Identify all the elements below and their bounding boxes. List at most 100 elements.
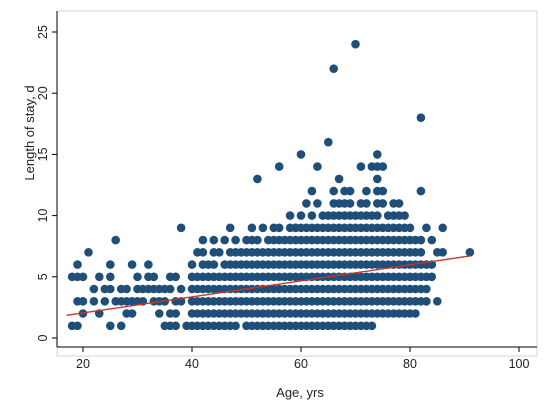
data-point <box>165 309 175 318</box>
y-tick-label: 20 <box>36 86 50 100</box>
x-tick-label: 80 <box>403 357 417 371</box>
data-point <box>296 211 306 220</box>
data-point <box>231 321 240 331</box>
data-point <box>274 223 284 233</box>
data-point <box>171 272 180 282</box>
data-point <box>209 235 219 245</box>
data-point <box>422 297 431 306</box>
data-point <box>176 284 186 294</box>
data-point <box>84 248 93 257</box>
x-tick-label: 100 <box>509 357 530 371</box>
data-point <box>247 223 257 233</box>
data-point <box>416 248 426 257</box>
y-tick-label: 10 <box>36 209 50 223</box>
data-point <box>433 297 442 306</box>
data-point <box>362 199 371 208</box>
data-point <box>133 272 142 282</box>
data-point <box>329 186 339 196</box>
data-point <box>106 321 115 331</box>
data-point <box>78 272 88 282</box>
data-point <box>411 309 420 318</box>
data-point <box>209 260 219 269</box>
data-point <box>307 186 317 196</box>
data-point <box>373 211 382 220</box>
data-point <box>78 297 88 306</box>
data-point <box>378 162 388 171</box>
data-point <box>438 248 448 257</box>
data-point <box>95 272 104 282</box>
data-point <box>378 186 388 196</box>
data-points <box>67 39 475 331</box>
data-point <box>144 260 153 269</box>
data-point <box>313 162 322 171</box>
data-point <box>89 284 99 294</box>
data-point <box>198 235 208 245</box>
y-axis-ticks: 0 5 10 15 20 25 <box>36 25 57 341</box>
data-point <box>258 223 268 233</box>
data-point <box>73 260 82 269</box>
data-point <box>422 284 431 294</box>
data-point <box>373 174 382 184</box>
data-point <box>378 199 388 208</box>
data-point <box>171 321 180 331</box>
data-point <box>416 235 426 245</box>
data-point <box>356 162 366 171</box>
data-point <box>324 137 333 147</box>
x-axis-ticks: 20 40 60 80 100 <box>76 347 529 371</box>
data-point <box>253 235 262 245</box>
data-point <box>106 284 115 294</box>
data-point <box>155 309 164 318</box>
data-point <box>427 235 437 245</box>
data-point <box>187 260 197 269</box>
data-point <box>405 223 415 233</box>
data-point <box>373 150 382 159</box>
data-point <box>422 223 431 233</box>
data-point <box>100 297 110 306</box>
y-tick-label: 0 <box>36 334 50 341</box>
data-point <box>220 235 229 245</box>
data-point <box>127 309 137 318</box>
data-point <box>329 64 339 73</box>
data-point <box>116 321 126 331</box>
data-point <box>253 174 262 184</box>
data-point <box>416 113 426 122</box>
data-point <box>215 248 224 257</box>
data-point <box>427 272 437 282</box>
data-point <box>296 150 306 159</box>
y-axis-title: Length of stay, d <box>22 85 37 180</box>
data-point <box>274 162 284 171</box>
y-tick-label: 15 <box>36 147 50 161</box>
x-tick-label: 20 <box>76 357 90 371</box>
data-point <box>73 321 82 331</box>
data-point <box>302 199 311 208</box>
data-point <box>345 186 355 196</box>
data-point <box>165 284 175 294</box>
data-point <box>400 211 409 220</box>
data-point <box>127 260 137 269</box>
data-point <box>225 223 235 233</box>
data-point <box>231 235 240 245</box>
data-point <box>285 211 295 220</box>
data-point <box>334 174 344 184</box>
data-point <box>106 272 115 282</box>
data-point <box>438 223 448 233</box>
data-point <box>313 199 322 208</box>
data-point <box>176 223 186 233</box>
data-point <box>106 260 115 269</box>
y-tick-label: 25 <box>36 25 50 39</box>
data-point <box>416 186 426 196</box>
data-point <box>345 199 355 208</box>
data-point <box>362 186 371 196</box>
data-point <box>394 199 404 208</box>
data-point <box>307 211 317 220</box>
data-point <box>367 321 377 331</box>
data-point <box>122 284 131 294</box>
data-point <box>198 248 208 257</box>
fit-line <box>66 255 471 317</box>
y-tick-label: 5 <box>36 273 50 280</box>
data-point <box>465 248 475 257</box>
data-point <box>89 297 99 306</box>
data-point <box>111 235 120 245</box>
x-tick-label: 60 <box>294 357 308 371</box>
